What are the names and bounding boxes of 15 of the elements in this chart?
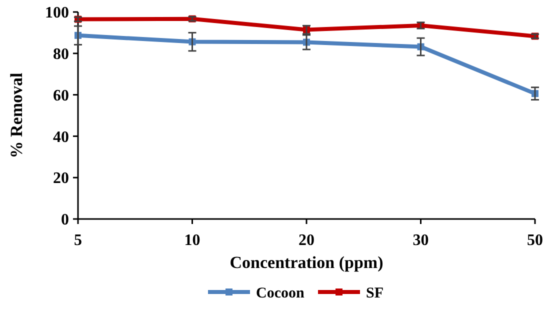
y-tick-label: 100 [45,4,69,22]
legend-label: SF [366,285,384,302]
y-tick-label: 0 [61,212,69,229]
legend-label: Cocoon [256,285,305,302]
x-tick-label: 10 [184,232,200,249]
x-axis-title: Concentration (ppm) [230,253,384,272]
y-axis-title: % Removal [7,72,26,158]
x-tick-label: 5 [74,232,82,249]
x-tick-label: 30 [412,232,429,249]
x-tick-label: 20 [298,232,314,249]
y-tick-label: 80 [53,46,69,63]
x-tick-label: 50 [527,232,543,249]
y-tick-label: 20 [53,170,69,188]
y-tick-label: 60 [53,87,69,104]
y-tick-label: 40 [53,128,69,146]
